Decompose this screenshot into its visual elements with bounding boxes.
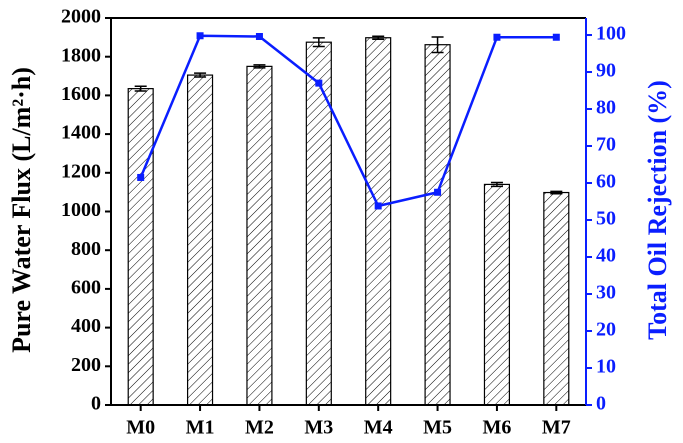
y-tick-label: 1400	[61, 122, 101, 144]
y2-tick-label: 10	[596, 356, 616, 378]
line-marker	[255, 32, 263, 40]
bar	[305, 41, 332, 406]
bar	[543, 191, 570, 406]
line-marker	[552, 33, 560, 41]
bar	[246, 65, 273, 406]
y-tick-label: 1000	[61, 199, 101, 221]
y-axis-title: Pure Water Flux (L/m²·h)	[7, 67, 36, 353]
error-bar	[253, 64, 266, 69]
y-tick-label: 0	[91, 393, 101, 415]
bar	[424, 44, 451, 406]
y2-tick-label: 20	[596, 319, 616, 341]
y-tick-label: 1600	[61, 83, 101, 105]
error-bar	[194, 72, 207, 78]
y-tick-label: 1200	[61, 160, 101, 182]
x-tick-label: M2	[245, 417, 274, 439]
line-marker	[315, 79, 323, 87]
line	[139, 34, 557, 208]
line-marker	[434, 188, 442, 196]
y-tick-label: 600	[71, 276, 101, 298]
x-tick-label: M6	[482, 417, 511, 439]
y2-tick-label: 60	[596, 171, 616, 193]
y2-tick-label: 30	[596, 282, 616, 304]
y-tick-label: 800	[71, 238, 101, 260]
y2-tick-label: 70	[596, 134, 616, 156]
line-marker	[374, 202, 382, 210]
x-tick-label: M1	[186, 417, 215, 439]
bar	[483, 183, 511, 406]
error-bar	[431, 36, 444, 54]
x-tick-label: M0	[126, 417, 155, 439]
y2-tick-label: 100	[596, 23, 626, 45]
y2-tick-label: 50	[596, 208, 616, 230]
error-bar	[134, 85, 147, 92]
y2-axis-title: Total Oil Rejection (%)	[643, 80, 672, 340]
x-tick-label: M4	[364, 417, 393, 439]
y-tick-label: 200	[71, 354, 101, 376]
y2-tick-label: 40	[596, 245, 616, 267]
error-bar	[490, 181, 503, 188]
bar	[186, 74, 214, 406]
error-bar	[550, 190, 563, 195]
error-bar	[372, 35, 385, 41]
y2-tick-label: 80	[596, 97, 616, 119]
x-tick-label: M7	[542, 417, 571, 439]
bar	[365, 37, 392, 406]
x-tick-label: M3	[304, 417, 333, 439]
y-tick-label: 400	[71, 315, 101, 337]
bar	[127, 88, 154, 406]
x-tick-label: M5	[423, 417, 452, 439]
line-marker	[137, 173, 145, 181]
y2-tick-label: 90	[596, 60, 616, 82]
line-marker	[493, 33, 501, 41]
error-bar	[312, 37, 325, 48]
line-marker	[196, 32, 204, 40]
y-tick-label: 2000	[61, 6, 101, 28]
y2-tick-label: 0	[596, 393, 606, 415]
y-tick-label: 1800	[61, 44, 101, 66]
